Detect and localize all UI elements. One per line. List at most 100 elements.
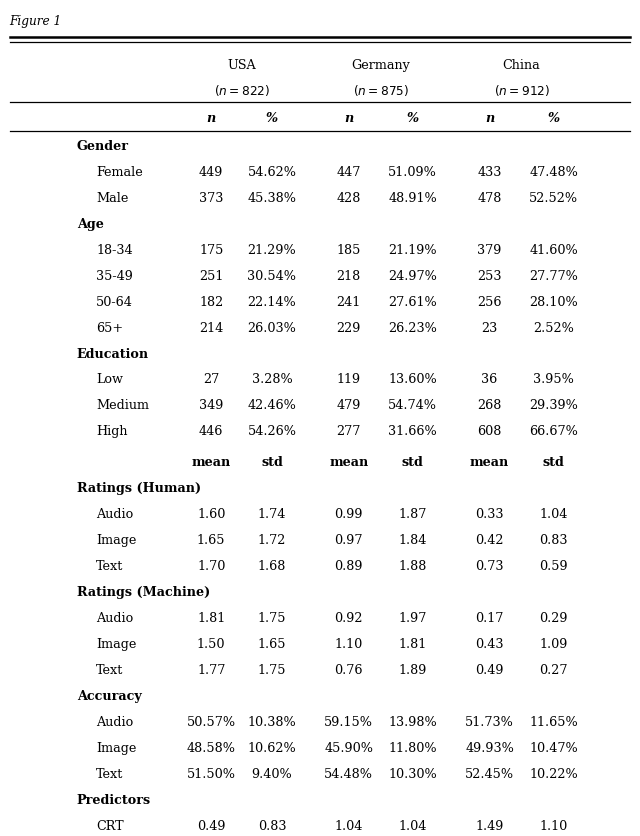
Text: 50.57%: 50.57% <box>187 715 236 728</box>
Text: 59.15%: 59.15% <box>324 715 373 728</box>
Text: std: std <box>261 456 283 469</box>
Text: Medium: Medium <box>96 399 149 412</box>
Text: 1.77: 1.77 <box>197 663 225 676</box>
Text: 1.04: 1.04 <box>399 818 427 832</box>
Text: 0.99: 0.99 <box>335 507 363 521</box>
Text: 21.29%: 21.29% <box>248 243 296 257</box>
Text: n: n <box>207 112 216 125</box>
Text: 3.95%: 3.95% <box>533 373 574 386</box>
Text: 1.81: 1.81 <box>197 611 225 624</box>
Text: Predictors: Predictors <box>77 793 151 806</box>
Text: Figure 1: Figure 1 <box>10 15 62 28</box>
Text: 9.40%: 9.40% <box>252 767 292 780</box>
Text: 277: 277 <box>337 425 361 438</box>
Text: 0.42: 0.42 <box>476 533 504 547</box>
Text: 1.75: 1.75 <box>258 663 286 676</box>
Text: 214: 214 <box>199 321 223 334</box>
Text: 2.52%: 2.52% <box>533 321 574 334</box>
Text: $(n = 875)$: $(n = 875)$ <box>353 83 409 98</box>
Text: 479: 479 <box>337 399 361 412</box>
Text: 45.90%: 45.90% <box>324 741 373 754</box>
Text: USA: USA <box>228 59 256 72</box>
Text: 449: 449 <box>199 166 223 179</box>
Text: 51.73%: 51.73% <box>465 715 514 728</box>
Text: 349: 349 <box>199 399 223 412</box>
Text: 3.28%: 3.28% <box>252 373 292 386</box>
Text: std: std <box>402 456 424 469</box>
Text: 41.60%: 41.60% <box>529 243 578 257</box>
Text: 0.29: 0.29 <box>540 611 568 624</box>
Text: 26.03%: 26.03% <box>248 321 296 334</box>
Text: Gender: Gender <box>77 140 129 153</box>
Text: 447: 447 <box>337 166 361 179</box>
Text: 478: 478 <box>477 191 502 205</box>
Text: 23: 23 <box>481 321 498 334</box>
Text: 1.97: 1.97 <box>399 611 427 624</box>
Text: Age: Age <box>77 217 104 231</box>
Text: Education: Education <box>77 347 149 360</box>
Text: 1.84: 1.84 <box>399 533 427 547</box>
Text: 51.50%: 51.50% <box>187 767 236 780</box>
Text: 0.83: 0.83 <box>540 533 568 547</box>
Text: 48.91%: 48.91% <box>388 191 437 205</box>
Text: Low: Low <box>96 373 123 386</box>
Text: 0.17: 0.17 <box>476 611 504 624</box>
Text: 175: 175 <box>199 243 223 257</box>
Text: 0.49: 0.49 <box>197 818 225 832</box>
Text: 54.62%: 54.62% <box>248 166 296 179</box>
Text: mean: mean <box>470 456 509 469</box>
Text: 182: 182 <box>199 295 223 308</box>
Text: 10.38%: 10.38% <box>248 715 296 728</box>
Text: 49.93%: 49.93% <box>465 741 514 754</box>
Text: 1.68: 1.68 <box>258 559 286 573</box>
Text: 28.10%: 28.10% <box>529 295 578 308</box>
Text: 10.47%: 10.47% <box>529 741 578 754</box>
Text: Male: Male <box>96 191 129 205</box>
Text: 256: 256 <box>477 295 502 308</box>
Text: 1.04: 1.04 <box>335 818 363 832</box>
Text: 1.72: 1.72 <box>258 533 286 547</box>
Text: 27.77%: 27.77% <box>529 269 578 283</box>
Text: Image: Image <box>96 637 136 650</box>
Text: 52.52%: 52.52% <box>529 191 578 205</box>
Text: 54.74%: 54.74% <box>388 399 437 412</box>
Text: Audio: Audio <box>96 507 133 521</box>
Text: 27: 27 <box>203 373 220 386</box>
Text: 1.87: 1.87 <box>399 507 427 521</box>
Text: mean: mean <box>191 456 231 469</box>
Text: 1.65: 1.65 <box>197 533 225 547</box>
Text: 51.09%: 51.09% <box>388 166 437 179</box>
Text: 251: 251 <box>199 269 223 283</box>
Text: 373: 373 <box>199 191 223 205</box>
Text: 1.88: 1.88 <box>399 559 427 573</box>
Text: 1.10: 1.10 <box>540 818 568 832</box>
Text: 241: 241 <box>337 295 361 308</box>
Text: 54.48%: 54.48% <box>324 767 373 780</box>
Text: 0.33: 0.33 <box>476 507 504 521</box>
Text: 0.92: 0.92 <box>335 611 363 624</box>
Text: 35-49: 35-49 <box>96 269 133 283</box>
Text: 54.26%: 54.26% <box>248 425 296 438</box>
Text: 218: 218 <box>337 269 361 283</box>
Text: Accuracy: Accuracy <box>77 689 141 702</box>
Text: 50-64: 50-64 <box>96 295 133 308</box>
Text: 229: 229 <box>337 321 361 334</box>
Text: 11.80%: 11.80% <box>388 741 437 754</box>
Text: 31.66%: 31.66% <box>388 425 437 438</box>
Text: 1.75: 1.75 <box>258 611 286 624</box>
Text: 10.62%: 10.62% <box>248 741 296 754</box>
Text: Audio: Audio <box>96 715 133 728</box>
Text: n: n <box>344 112 353 125</box>
Text: 11.65%: 11.65% <box>529 715 578 728</box>
Text: 48.58%: 48.58% <box>187 741 236 754</box>
Text: 608: 608 <box>477 425 502 438</box>
Text: $(n = 912)$: $(n = 912)$ <box>493 83 550 98</box>
Text: 13.60%: 13.60% <box>388 373 437 386</box>
Text: 0.97: 0.97 <box>335 533 363 547</box>
Text: 21.19%: 21.19% <box>388 243 437 257</box>
Text: 13.98%: 13.98% <box>388 715 437 728</box>
Text: 0.76: 0.76 <box>335 663 363 676</box>
Text: Image: Image <box>96 741 136 754</box>
Text: Audio: Audio <box>96 611 133 624</box>
Text: 52.45%: 52.45% <box>465 767 514 780</box>
